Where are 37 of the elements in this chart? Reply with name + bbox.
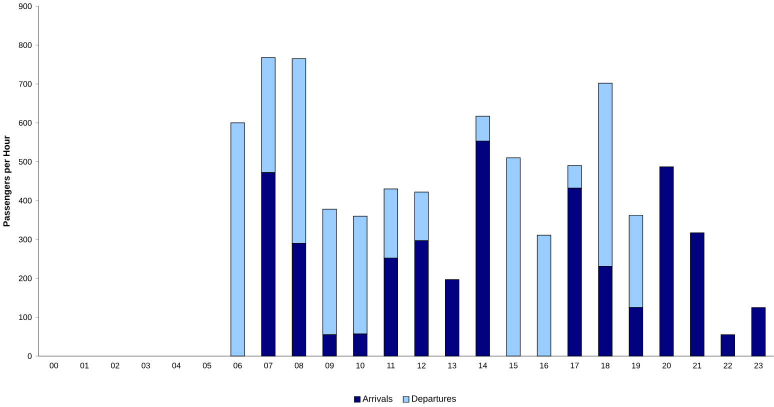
x-tick-label: 09 (325, 362, 334, 368)
x-tick-label: 19 (632, 362, 640, 368)
legend-label: Arrivals (362, 395, 392, 402)
x-tick-label: 01 (80, 362, 89, 368)
y-tick-label: 0 (28, 353, 32, 359)
x-tick-label: 07 (264, 362, 272, 368)
x-tick-label: 15 (510, 362, 518, 368)
x-tick-label: 03 (142, 362, 150, 368)
x-tick-label: 06 (234, 362, 242, 368)
x-tick-label: 20 (662, 362, 671, 368)
y-tick-label: 300 (18, 236, 32, 242)
x-tick-label: 16 (540, 362, 548, 368)
x-tick-label: 17 (570, 362, 579, 368)
y-tick-label: 200 (18, 275, 32, 281)
y-tick-label: 600 (18, 120, 32, 126)
y-tick-label: 900 (18, 3, 32, 9)
x-tick-label: 08 (294, 362, 304, 368)
x-tick-label: 23 (754, 362, 763, 368)
x-tick-label: 05 (202, 362, 212, 368)
x-tick-label: 00 (50, 362, 58, 368)
y-tick-label: 500 (18, 158, 32, 164)
x-tick-label: 11 (387, 362, 395, 368)
x-tick-label: 14 (478, 362, 488, 368)
y-tick-label: 700 (18, 80, 32, 87)
y-tick-label: 800 (18, 42, 32, 48)
x-tick-label: 02 (110, 362, 120, 368)
x-tick-label: 12 (418, 362, 426, 368)
y-tick-label: 400 (18, 198, 32, 204)
y-axis-title: Passengers per Hour (3, 135, 12, 226)
x-tick-label: 18 (601, 362, 610, 368)
y-tick-label: 100 (19, 314, 32, 320)
x-tick-label: 04 (172, 362, 181, 368)
x-tick-label: 13 (448, 362, 456, 368)
legend-label: Departures (412, 395, 456, 404)
x-tick-label: 22 (724, 362, 732, 368)
x-tick-label: 10 (356, 362, 364, 368)
x-tick-label: 21 (693, 362, 702, 368)
